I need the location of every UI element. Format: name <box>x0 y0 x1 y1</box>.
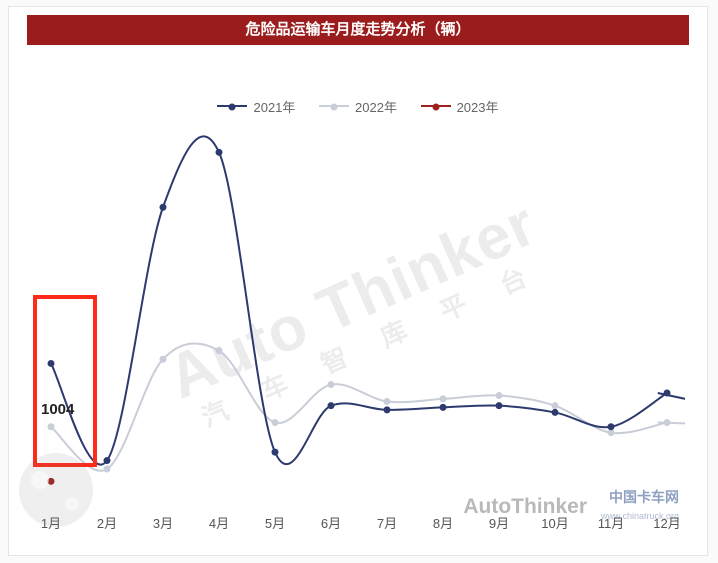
x-tick-label: 9月 <box>489 513 509 532</box>
x-tick-label: 5月 <box>265 513 285 532</box>
x-axis-labels: 1月 2月 3月 4月 5月 6月 7月 8月 9月 10月 11月 12月 <box>33 513 685 533</box>
legend-label-2023: 2023年 <box>457 97 499 116</box>
legend-marker-2021 <box>217 105 247 107</box>
chart-container: 危险品运输车月度走势分析（辆） Auto Thinker 汽 车 智 库 平 台… <box>8 6 708 556</box>
legend-label-2021: 2021年 <box>253 97 295 116</box>
legend-marker-2022 <box>319 105 349 107</box>
x-tick-label: 3月 <box>153 513 173 532</box>
x-tick-label: 10月 <box>541 513 568 532</box>
highlight-box <box>33 295 97 467</box>
x-tick-label: 1月 <box>41 513 61 532</box>
legend-item-2023: 2023年 <box>421 97 499 116</box>
legend: 2021年 2022年 2023年 <box>9 95 707 116</box>
legend-marker-2023 <box>421 105 451 107</box>
chart-plot <box>33 127 685 507</box>
x-tick-label: 7月 <box>377 513 397 532</box>
legend-item-2021: 2021年 <box>217 97 295 116</box>
x-tick-label: 2月 <box>97 513 117 532</box>
legend-label-2022: 2022年 <box>355 97 397 116</box>
x-tick-label: 4月 <box>209 513 229 532</box>
highlight-value: 1004 <box>41 401 74 418</box>
x-tick-label: 11月 <box>598 513 625 532</box>
chart-title: 危险品运输车月度走势分析（辆） <box>27 15 689 45</box>
legend-item-2022: 2022年 <box>319 97 397 116</box>
x-tick-label: 6月 <box>321 513 341 532</box>
x-tick-label: 8月 <box>433 513 453 532</box>
x-tick-label: 12月 <box>653 513 680 532</box>
